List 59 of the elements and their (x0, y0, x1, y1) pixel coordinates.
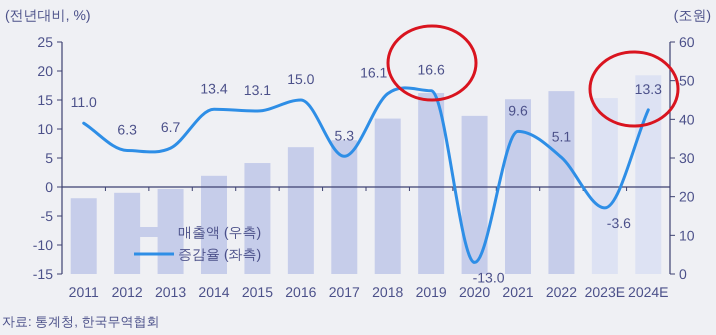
bar (462, 116, 488, 274)
x-tick-label: 2012 (112, 284, 143, 300)
x-tick-label: 2011 (68, 284, 99, 300)
y-tick-label: -10 (32, 237, 54, 253)
x-tick-label: 2017 (328, 284, 360, 300)
bar (70, 198, 97, 274)
data-label: 5.3 (334, 127, 354, 144)
data-label: 6.7 (160, 119, 181, 136)
y2-axis-title: (조원) (674, 7, 711, 23)
data-label: -13.0 (472, 269, 505, 286)
bar (331, 140, 358, 274)
legend-label: 증감율 (좌측) (178, 246, 262, 262)
bar (288, 147, 314, 274)
y2-tick-label: 50 (679, 72, 695, 89)
y-tick-label: 15 (37, 92, 54, 108)
data-label: 5.1 (552, 128, 572, 144)
data-label: -3.6 (606, 214, 632, 231)
x-tick-label: 2020 (458, 284, 490, 300)
bar (635, 75, 662, 274)
x-tick-label: 2024E (628, 284, 669, 300)
legend-label: 매출액 (우측) (178, 224, 262, 240)
x-tick-label: 2018 (372, 284, 404, 300)
data-label: 11.0 (70, 94, 98, 110)
x-tick-label: 2022 (546, 284, 578, 300)
bar (505, 99, 531, 274)
data-label: 15.0 (287, 71, 315, 87)
y2-tick-label: 60 (679, 34, 695, 50)
data-label: 9.6 (508, 102, 528, 118)
x-tick-label: 2021 (502, 284, 534, 300)
bar (114, 192, 140, 274)
x-tick-label: 2013 (154, 284, 186, 300)
bar (418, 93, 444, 274)
y2-tick-label: 0 (679, 266, 687, 282)
x-tick-label: 2023E (584, 284, 626, 300)
y-tick-label: 20 (37, 63, 54, 79)
bar (548, 91, 574, 274)
data-label: 6.3 (117, 121, 138, 138)
x-tick-label: 2019 (416, 284, 447, 300)
text: 자료: 통계청, 한국무역협회 (2, 314, 160, 329)
y2-tick-label: 30 (679, 150, 695, 166)
data-label: 13.4 (200, 80, 228, 96)
bar (374, 118, 401, 274)
y-tick-label: -15 (32, 266, 54, 282)
data-label: 16.1 (360, 64, 388, 81)
y-axis-title: (전년대비, %) (5, 7, 91, 23)
y-tick-label: 10 (37, 121, 54, 137)
y-tick-label: 0 (45, 179, 54, 195)
y2-tick-label: 40 (679, 111, 695, 128)
x-tick-label: 2016 (285, 284, 317, 300)
x-tick-label: 2014 (198, 284, 230, 300)
data-label: 16.6 (418, 62, 445, 78)
x-tick-label: 2015 (242, 284, 274, 300)
data-label: 13.3 (634, 80, 662, 97)
y2-tick-label: 10 (679, 227, 695, 244)
y2-tick-label: 20 (679, 188, 695, 205)
y-tick-label: 5 (45, 150, 54, 166)
data-label: 13.1 (244, 82, 272, 98)
y-tick-label: -5 (40, 208, 54, 224)
y-tick-label: 25 (37, 34, 54, 50)
